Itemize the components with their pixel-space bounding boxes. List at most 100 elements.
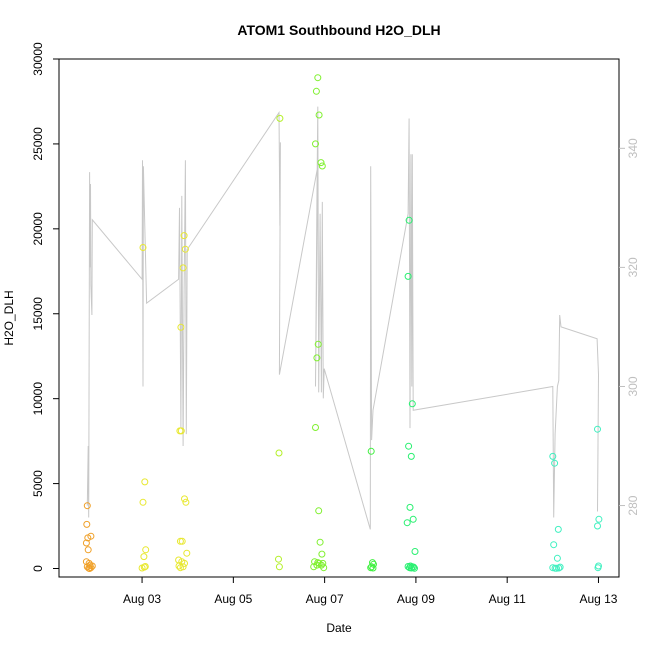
y2-tick-label: 320 — [626, 257, 640, 277]
data-point — [318, 550, 326, 558]
y-tick-label: 5000 — [31, 470, 45, 497]
secondary-line-layer — [86, 106, 600, 530]
data-point — [594, 425, 601, 433]
data-point — [407, 564, 415, 572]
x-tick-label: Aug 11 — [489, 592, 526, 606]
data-point — [319, 559, 327, 567]
data-point — [177, 323, 185, 331]
x-tick-label: Aug 13 — [579, 592, 617, 606]
y-tick-label: 25000 — [31, 127, 45, 161]
data-point — [178, 537, 186, 545]
y-axis: 0 5000 10000 15000 20000 25000 30000 — [31, 42, 59, 572]
data-point — [314, 74, 322, 82]
data-point — [84, 546, 92, 554]
data-point — [553, 554, 561, 562]
data-point — [181, 495, 188, 503]
x-tick-label: Aug 05 — [214, 592, 252, 606]
plot-frame — [58, 58, 620, 578]
y-tick-label: 0 — [31, 565, 45, 572]
data-point — [139, 244, 147, 251]
data-point — [312, 140, 319, 148]
data-point — [83, 520, 91, 528]
data-point — [138, 564, 146, 572]
data-point — [556, 563, 564, 571]
data-point — [275, 563, 283, 571]
data-point — [368, 563, 376, 571]
data-point — [140, 553, 148, 561]
data-point — [553, 564, 560, 572]
data-point — [275, 449, 283, 457]
data-point — [176, 564, 184, 572]
data-point — [175, 562, 183, 570]
data-point — [407, 452, 415, 460]
data-point — [82, 539, 90, 547]
data-point — [310, 563, 318, 571]
data-point — [594, 522, 601, 530]
data-point — [403, 519, 411, 527]
data-point — [314, 340, 322, 348]
data-point — [411, 564, 418, 572]
data-point — [180, 232, 188, 240]
data-point — [367, 564, 375, 572]
data-point — [141, 563, 149, 570]
data-point — [182, 498, 190, 506]
data-point — [86, 565, 94, 572]
data-point — [87, 532, 95, 540]
data-point — [181, 245, 189, 253]
secondary-series-line — [86, 106, 600, 530]
data-point — [315, 111, 323, 119]
data-point — [141, 478, 149, 486]
data-point — [405, 216, 413, 224]
data-point — [316, 538, 324, 546]
data-point — [317, 159, 325, 167]
data-point — [139, 498, 147, 506]
data-point — [404, 272, 412, 280]
scatter-layer — [82, 74, 603, 572]
data-point — [320, 564, 328, 572]
data-point — [406, 503, 414, 511]
data-point — [142, 546, 150, 554]
y-axis-label: H2O_DLH — [2, 290, 16, 345]
data-point — [404, 563, 412, 570]
data-point — [405, 442, 413, 450]
data-point — [411, 548, 419, 555]
y2-tick-label: 340 — [626, 138, 640, 158]
y-tick-label: 10000 — [31, 382, 45, 416]
y2-tick-label: 280 — [626, 495, 640, 515]
data-point — [179, 264, 187, 272]
data-point — [318, 162, 326, 170]
x-tick-label: Aug 07 — [306, 592, 344, 606]
secondary-y-axis: 280 300 320 340 — [619, 138, 640, 516]
data-point — [177, 427, 185, 435]
data-point — [595, 515, 603, 523]
chart-title: ATOM1 Southbound H2O_DLH — [237, 22, 440, 38]
x-axis: Aug 03 Aug 05 Aug 07 Aug 09 Aug 11 Aug 13 — [123, 577, 618, 606]
data-point — [550, 541, 558, 549]
data-point — [181, 559, 188, 567]
data-point — [594, 564, 602, 572]
data-point — [551, 459, 559, 467]
data-point — [369, 564, 377, 572]
data-point — [408, 400, 416, 408]
data-point — [549, 452, 557, 460]
x-tick-label: Aug 09 — [397, 592, 435, 606]
data-point — [312, 87, 320, 95]
data-point — [554, 525, 562, 533]
y-tick-label: 15000 — [31, 297, 45, 331]
y-tick-label: 30000 — [31, 42, 45, 76]
data-point — [367, 447, 375, 455]
data-point — [83, 502, 91, 510]
data-point — [313, 354, 321, 362]
x-tick-label: Aug 03 — [123, 592, 161, 606]
data-point — [183, 549, 191, 557]
data-point — [315, 507, 323, 515]
data-point — [276, 114, 284, 122]
data-point — [275, 555, 282, 563]
data-point — [312, 424, 319, 431]
y-tick-label: 20000 — [31, 212, 45, 246]
data-point — [409, 515, 417, 523]
y2-tick-label: 300 — [626, 376, 640, 396]
data-point — [555, 564, 563, 572]
x-axis-label: Date — [326, 621, 352, 635]
